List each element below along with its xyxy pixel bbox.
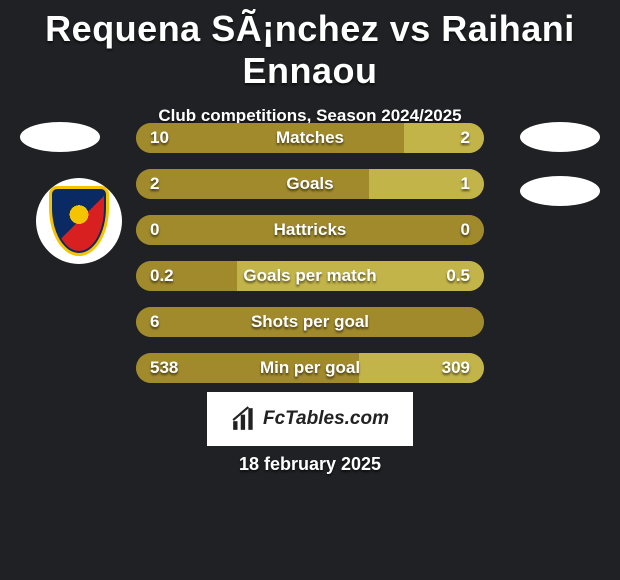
player-right-avatar [520,122,600,152]
metric-row: 00Hattricks [136,215,484,245]
club-left-logo [36,178,122,264]
metric-label: Goals per match [136,261,484,291]
metric-row: 102Matches [136,123,484,153]
metric-label: Shots per goal [136,307,484,337]
metric-label: Matches [136,123,484,153]
villarreal-crest-icon [49,186,109,256]
page-title: Requena SÃ¡nchez vs Raihani Ennaou [0,0,620,92]
metric-row: 538309Min per goal [136,353,484,383]
metric-label: Min per goal [136,353,484,383]
comparison-bars: 102Matches 21Goals 00Hattricks 0.20.5Goals … [136,123,484,399]
metric-row: 0.20.5Goals per match [136,261,484,291]
metric-label: Goals [136,169,484,199]
metric-label: Hattricks [136,215,484,245]
player-left-avatar [20,122,100,152]
logo-text: FcTables.com [263,408,389,430]
date-label: 18 february 2025 [0,454,620,475]
fctables-logo: FcTables.com [207,392,413,446]
club-right-avatar [520,176,600,206]
bar-chart-icon [231,406,257,432]
metric-row: 21Goals [136,169,484,199]
metric-row: 6Shots per goal [136,307,484,337]
